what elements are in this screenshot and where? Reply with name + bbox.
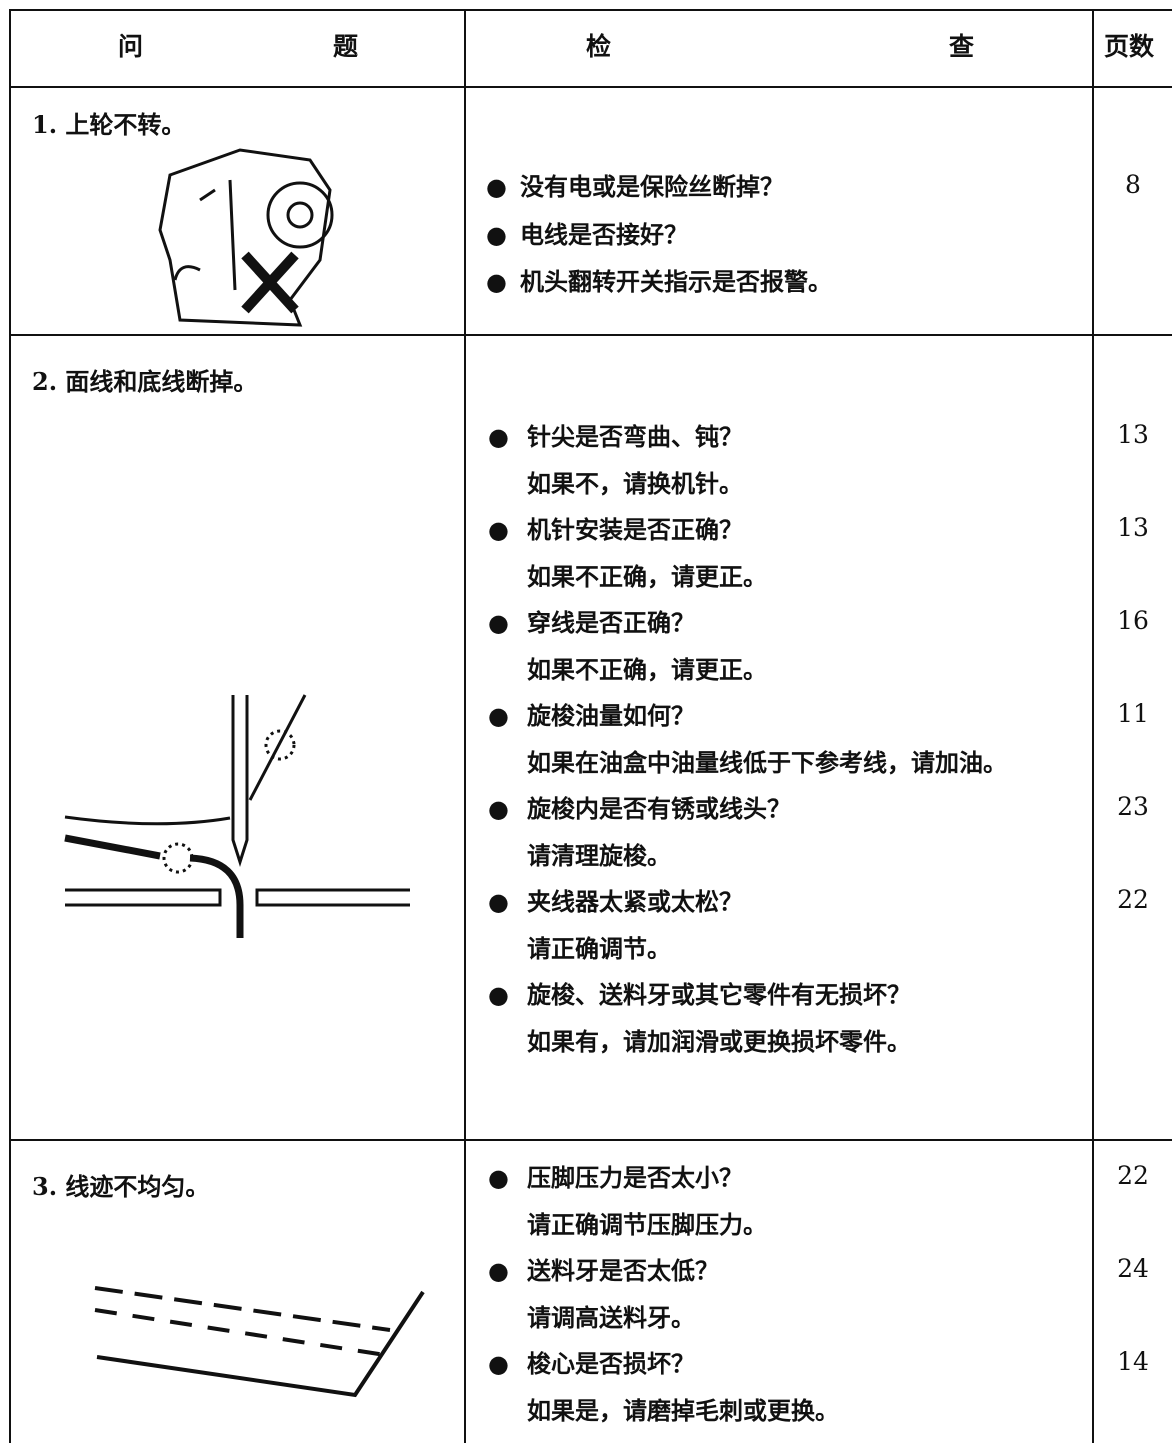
page-number: 22 [1117,885,1149,914]
bullet: ● [488,515,509,544]
check-action: 请清理旋梭。 [527,840,671,870]
check-question: 压脚压力是否太小？ [527,1163,743,1192]
bullet: ● [488,1163,509,1192]
page-number: 14 [1117,1347,1149,1376]
problem-text: 1. 上轮不转。 [32,110,186,139]
bullet: ● [488,1256,509,1285]
check-question: 夹线器太紧或太松？ [527,887,743,916]
check-question: 旋梭、送料牙或其它零件有无损坏？ [527,980,911,1009]
page-number: 13 [1117,513,1149,542]
page-number: 11 [1117,699,1149,728]
bullet: ● [488,701,509,730]
page-number: 24 [1117,1254,1149,1283]
bullet: ● [488,887,509,916]
check-question: 没有电或是保险丝断掉？ [520,172,784,201]
bullet: ● [488,794,509,823]
page-number: 22 [1117,1161,1149,1190]
page-number: 13 [1117,420,1149,449]
check-question: 电线是否接好？ [520,219,688,249]
problem-text: 3. 线迹不均匀。 [32,1172,210,1201]
page-number: 8 [1125,170,1141,199]
header-check: 检查 [586,32,974,61]
check-question: 送料牙是否太低？ [527,1256,719,1285]
check-question: 梭心是否损坏？ [527,1349,695,1378]
header-problem: 问题 [118,32,358,61]
bullet: ● [486,267,507,296]
check-action: 如果不，请换机针。 [527,468,743,498]
check-action: 请正确调节。 [527,933,671,963]
illustration-stitches [94,1286,425,1398]
bullet: ● [488,608,509,637]
check-action: 请正确调节压脚压力。 [527,1209,767,1239]
illustration-machine [158,148,334,327]
page-number: 16 [1117,606,1149,635]
bullet: ● [488,980,509,1009]
check-action: 请调高送料牙。 [527,1302,695,1332]
check-action: 如果在油盒中油量线低于下参考线，请加油。 [527,747,1007,777]
check-action: 如果是，请磨掉毛刺或更换。 [527,1395,839,1425]
illustration-needle [64,694,410,938]
check-question: 机针安装是否正确？ [527,515,743,544]
bullet: ● [486,172,507,201]
bullet: ● [488,1349,509,1378]
bullet: ● [488,422,509,451]
check-question: 机头翻转开关指示是否报警。 [520,267,832,296]
header-page: 页数 [1104,32,1155,61]
check-question: 旋梭内是否有锈或线头？ [527,794,791,823]
bullet: ● [486,219,507,249]
page-number: 23 [1117,792,1149,821]
check-action: 如果不正确，请更正。 [527,561,767,591]
check-question: 旋梭油量如何？ [527,701,695,730]
problem-text: 2. 面线和底线断掉。 [32,367,258,396]
check-question: 针尖是否弯曲、钝？ [527,422,743,451]
check-question: 穿线是否正确？ [527,608,695,637]
check-action: 如果不正确，请更正。 [527,654,767,684]
check-action: 如果有，请加润滑或更换损坏零件。 [527,1026,911,1056]
